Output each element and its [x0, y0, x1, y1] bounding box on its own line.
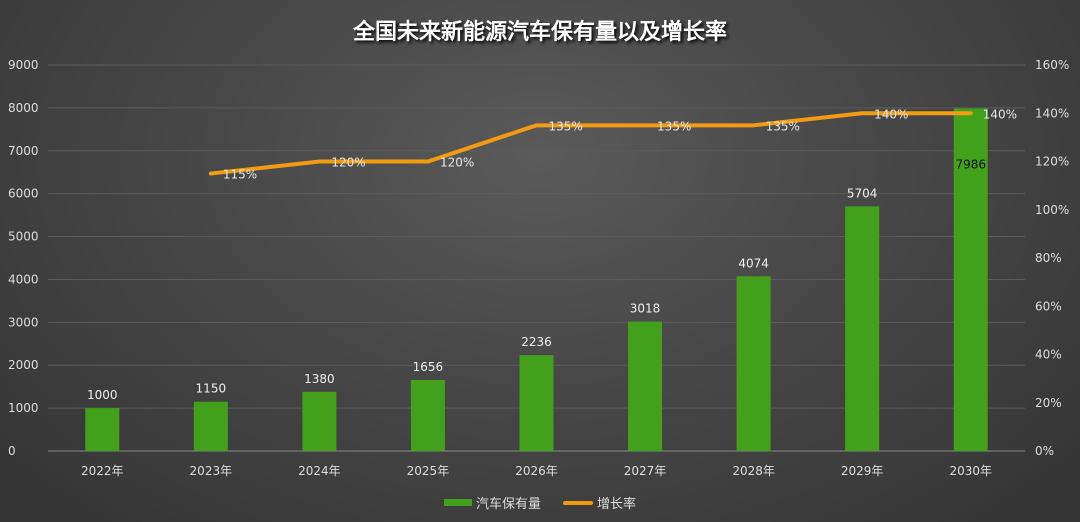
bar-data-label: 7986	[955, 157, 986, 171]
bar	[953, 108, 988, 452]
bar	[628, 321, 663, 451]
x-tick-label: 2029年	[841, 464, 884, 478]
bar-data-label: 5704	[847, 186, 878, 200]
bar-data-label: 3018	[630, 302, 661, 316]
line-data-label: 135%	[549, 119, 583, 133]
y-right-tick-label: 140%	[1035, 106, 1069, 120]
bar-data-label: 2236	[521, 335, 552, 349]
x-tick-label: 2023年	[190, 464, 233, 478]
x-tick-label: 2025年	[407, 464, 450, 478]
legend-label: 汽车保有量	[475, 497, 541, 512]
y-left-tick-label: 7000	[8, 144, 39, 158]
bar	[845, 206, 880, 451]
legend-swatch-bar	[443, 499, 472, 506]
bar-data-label: 1000	[87, 388, 118, 402]
bar-data-label: 1150	[196, 382, 227, 396]
y-right-tick-label: 40%	[1035, 348, 1062, 362]
legend-item-line[interactable]: 增长率	[563, 493, 636, 512]
bar-data-label: 4074	[738, 256, 769, 270]
y-right-tick-label: 20%	[1035, 396, 1062, 410]
y-left-tick-label: 9000	[8, 58, 39, 72]
y-left-tick-label: 0	[8, 444, 16, 458]
y-left-tick-label: 5000	[8, 230, 39, 244]
legend-swatch-line	[563, 500, 593, 505]
y-right-tick-label: 120%	[1035, 155, 1069, 169]
y-left-tick-label: 3000	[8, 315, 39, 329]
bar	[410, 379, 445, 451]
line-data-label: 115%	[223, 168, 257, 182]
line-data-label: 120%	[331, 156, 365, 170]
y-right-tick-label: 60%	[1035, 299, 1062, 313]
growth-line	[208, 111, 973, 176]
chart-title: 全国未来新能源汽车保有量以及增长率	[352, 20, 727, 45]
y-left-tick-label: 1000	[8, 401, 39, 415]
legend-item-bar[interactable]: 汽车保有量	[443, 493, 541, 512]
line-data-label: 120%	[440, 156, 474, 170]
legend-label: 增长率	[597, 497, 637, 512]
bar-data-label: 1656	[413, 360, 444, 374]
bar	[85, 408, 120, 451]
y-right-tick-label: 160%	[1035, 58, 1069, 72]
x-tick-label: 2030年	[949, 464, 992, 478]
bar	[193, 401, 228, 451]
x-tick-label: 2022年	[81, 464, 124, 478]
y-left-tick-label: 8000	[8, 101, 39, 115]
bar-data-label: 1380	[304, 372, 335, 386]
x-tick-label: 2024年	[298, 464, 341, 478]
line-data-label: 135%	[766, 119, 800, 133]
y-left-tick-label: 4000	[8, 272, 39, 286]
y-left-tick-label: 2000	[8, 358, 39, 372]
y-left-tick-label: 6000	[8, 187, 39, 201]
y-right-tick-label: 100%	[1035, 203, 1069, 217]
legend: 汽车保有量 增长率	[0, 493, 1080, 512]
line-data-label: 135%	[657, 119, 691, 133]
y-right-tick-label: 80%	[1035, 251, 1062, 265]
line-data-label: 140%	[874, 107, 908, 121]
bar	[302, 391, 337, 451]
x-tick-label: 2028年	[732, 464, 775, 478]
y-right-tick-label: 0%	[1035, 444, 1054, 458]
x-tick-label: 2026年	[515, 464, 558, 478]
bar	[519, 355, 554, 451]
line-data-label: 140%	[983, 107, 1017, 121]
x-tick-label: 2027年	[624, 464, 667, 478]
bar	[736, 276, 771, 451]
